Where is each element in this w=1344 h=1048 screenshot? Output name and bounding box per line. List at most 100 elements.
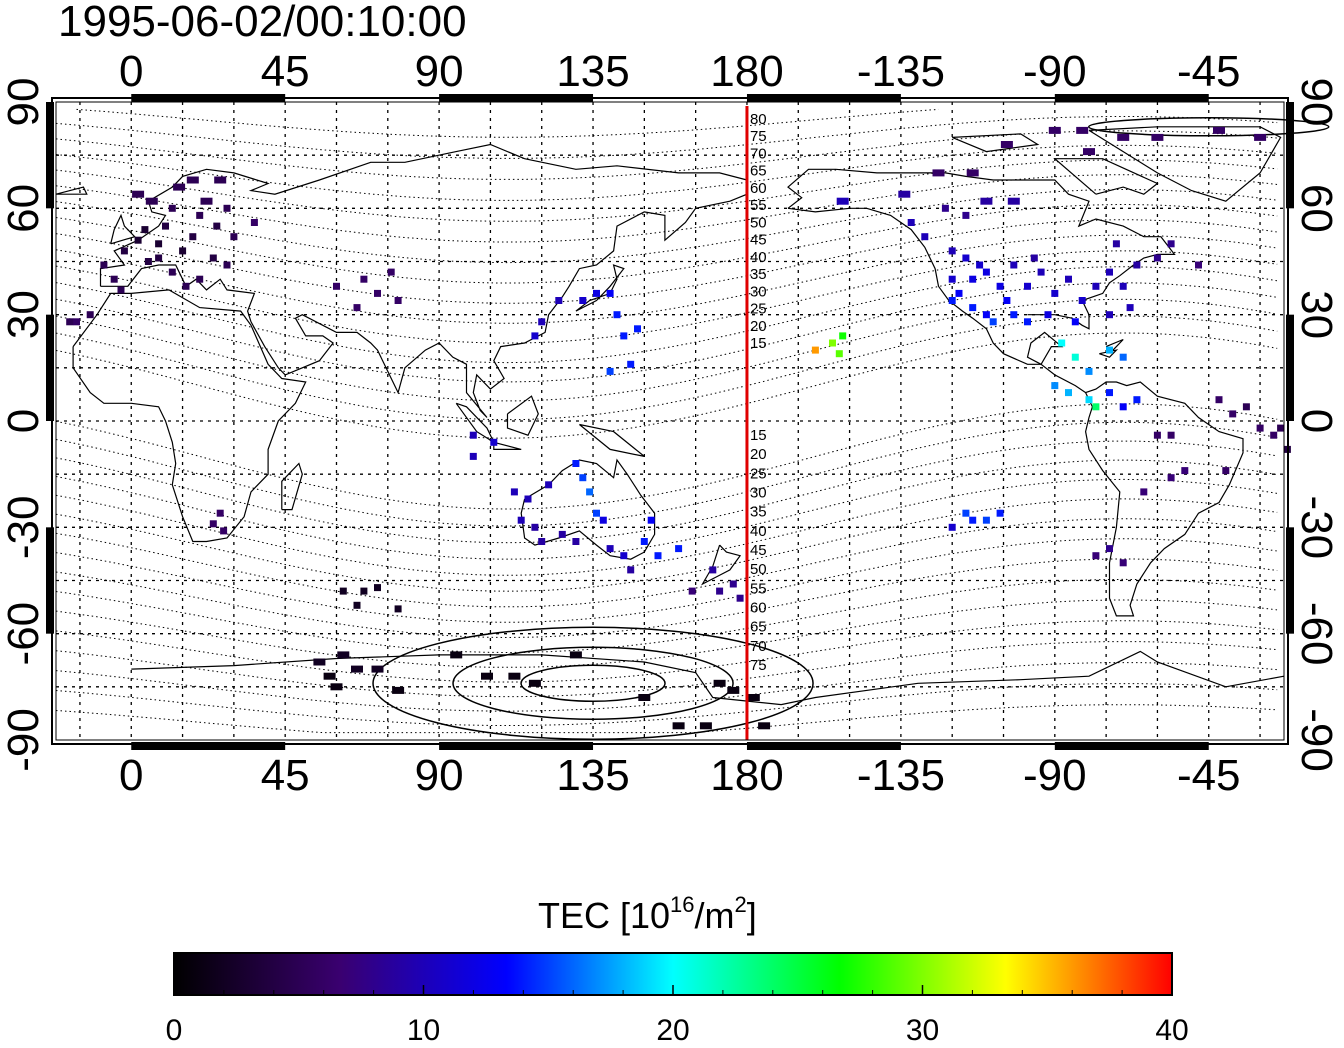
contour-label-north: 40 <box>750 249 767 266</box>
tec-point <box>223 204 231 212</box>
tec-point <box>948 297 956 304</box>
tec-point <box>647 516 655 524</box>
frame-bar-bottom <box>746 742 901 750</box>
coastline <box>1053 158 1159 195</box>
colorbar-tick-label: 40 <box>1155 1014 1188 1047</box>
tec-point <box>835 350 843 358</box>
tec-point <box>839 332 847 340</box>
lon-tick-top: -45 <box>1177 47 1241 96</box>
frame-bar-right <box>1286 314 1294 421</box>
tec-point <box>948 247 956 255</box>
tec-point <box>907 219 915 226</box>
axis-tick-labels: 0 45 90 135 180 -135 -90 -45 0 45 90 135 180 -135 -90 -… <box>0 47 1341 800</box>
tec-point <box>758 722 771 730</box>
contour-label-north: 45 <box>750 232 767 249</box>
tec-point <box>1030 254 1038 262</box>
magnetic-contour <box>76 108 939 138</box>
tec-point <box>829 339 836 347</box>
tec-point <box>727 686 740 694</box>
contour-label-south: 55 <box>750 580 767 597</box>
magnetic-contour <box>55 538 1278 623</box>
magnetic-contour <box>55 683 1278 726</box>
tec-point <box>155 240 163 248</box>
tec-point <box>606 367 614 375</box>
tec-point <box>627 360 635 368</box>
lon-tick-top: 0 <box>119 47 143 96</box>
tec-point <box>214 176 227 184</box>
tec-point <box>1085 367 1093 375</box>
tec-point <box>216 509 224 517</box>
tec-point <box>1078 297 1086 304</box>
coastline <box>455 402 496 444</box>
tec-point <box>387 268 395 276</box>
lon-tick-bottom: 90 <box>415 751 464 800</box>
coastline <box>110 213 136 245</box>
tec-point <box>1215 396 1223 404</box>
lon-tick-bottom: -90 <box>1023 751 1087 800</box>
tec-point <box>1112 240 1120 248</box>
tec-point <box>1048 126 1061 134</box>
frame-bar-bottom <box>439 742 594 750</box>
contour-label-south: 70 <box>750 638 767 655</box>
tec-point <box>1092 403 1100 411</box>
tec-point <box>538 318 546 326</box>
lon-tick-bottom: 180 <box>710 751 783 800</box>
tec-point <box>1065 389 1072 397</box>
tec-point <box>220 527 228 535</box>
tec-point <box>1051 289 1059 297</box>
tec-point <box>120 247 128 255</box>
coastline <box>506 395 539 436</box>
tec-point <box>209 254 217 262</box>
tec-point <box>1058 339 1066 347</box>
tec-point <box>517 516 525 524</box>
tec-point <box>921 233 929 241</box>
tec-point <box>1256 424 1264 432</box>
coastlines <box>55 126 1285 706</box>
tec-point <box>982 516 990 524</box>
tec-point <box>613 311 621 319</box>
lon-tick-top: -135 <box>857 47 945 96</box>
contour-label-north: 80 <box>750 111 767 128</box>
colorbar-title-exponent: 16 <box>670 892 694 917</box>
lon-tick-bottom: 45 <box>261 751 310 800</box>
tec-point <box>638 694 651 701</box>
lat-tick-right: 60 <box>1292 184 1341 233</box>
tec-point <box>1153 431 1161 439</box>
tec-point <box>250 219 258 226</box>
tec-point <box>360 587 368 595</box>
tec-point <box>186 176 199 184</box>
colorbar-tick-label: 20 <box>656 1014 689 1047</box>
tec-point <box>1106 346 1113 354</box>
contour-label-north: 55 <box>750 197 767 214</box>
contour-label-north: 20 <box>750 318 767 335</box>
lat-tick-left: -30 <box>0 496 48 560</box>
contour-label-north: 30 <box>750 283 767 300</box>
lon-tick-bottom: 135 <box>556 751 629 800</box>
coastline <box>575 264 625 312</box>
tec-point <box>528 679 541 687</box>
tec-point <box>155 254 163 262</box>
magnetic-contour <box>55 599 1278 668</box>
contour-label-south: 75 <box>750 657 767 674</box>
tec-point <box>586 488 594 496</box>
tec-point <box>675 545 683 553</box>
lon-tick-top: 45 <box>261 47 310 96</box>
tec-point <box>962 509 970 517</box>
tec-point <box>1167 240 1175 248</box>
magnetic-contour <box>55 662 1278 712</box>
tec-point <box>469 452 477 460</box>
tec-point <box>1133 396 1141 404</box>
magnetic-contour <box>55 332 1278 439</box>
lon-tick-top: 135 <box>556 47 629 96</box>
tec-point <box>672 722 685 730</box>
colorbar-title: TEC [1016/m2] <box>538 892 757 936</box>
tec-point <box>1051 382 1059 390</box>
contour-label-south: 35 <box>750 504 767 521</box>
svg-text:TEC [1016/m2]: TEC [1016/m2] <box>538 892 757 936</box>
magnetic-contour <box>55 459 1278 560</box>
tec-point <box>1242 403 1250 411</box>
contour-label-north: 15 <box>750 335 767 352</box>
tec-point <box>634 325 641 333</box>
lat-tick-right: -60 <box>1292 602 1341 666</box>
tec-point <box>196 275 204 283</box>
